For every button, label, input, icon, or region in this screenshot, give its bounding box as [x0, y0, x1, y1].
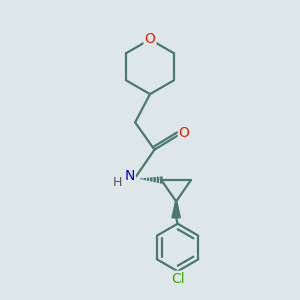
Polygon shape	[172, 201, 180, 218]
Text: O: O	[145, 32, 155, 46]
Text: O: O	[179, 126, 190, 140]
Text: H: H	[113, 176, 122, 190]
Text: Cl: Cl	[171, 272, 184, 286]
Text: N: N	[124, 169, 135, 184]
